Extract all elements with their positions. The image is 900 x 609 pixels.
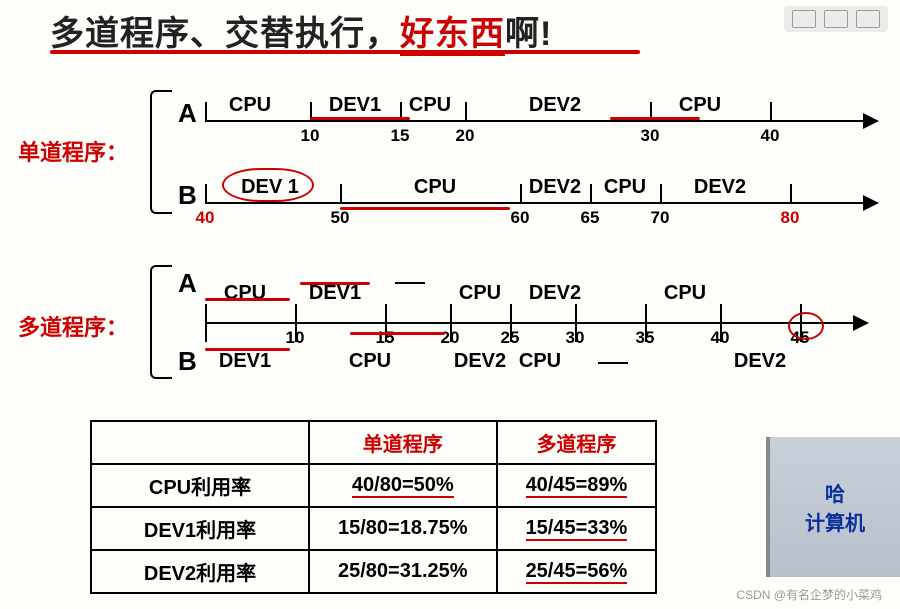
- title-p3: 啊!: [505, 15, 552, 53]
- label-single: 单道程序：: [18, 135, 128, 167]
- red-mark: [310, 117, 410, 120]
- red-circle-dev1: [222, 168, 314, 202]
- cell: 15/45=33%: [497, 507, 657, 550]
- photo-line1: 哈: [825, 478, 845, 507]
- row-label: DEV1利用率: [91, 507, 309, 550]
- photo-line2: 计算机: [805, 507, 865, 536]
- timeline-single-A: 1015203040CPUDEV1CPUDEV2CPU: [205, 120, 865, 122]
- tool-icon[interactable]: [792, 10, 816, 28]
- col-multi: 多道程序: [497, 421, 657, 464]
- cell: 25/45=56%: [497, 550, 657, 593]
- cell: 15/80=18.75%: [309, 507, 497, 550]
- timeline-multi: 1015202530354045CPUDEV1CPUDEV2CPUDEV1CPU…: [205, 322, 855, 324]
- row-label: DEV2利用率: [91, 550, 309, 593]
- brace-multi: [150, 265, 172, 379]
- row-B: B: [178, 180, 197, 211]
- red-arrow: [205, 298, 290, 301]
- red-circle-45: [788, 312, 824, 340]
- page-title: 多道程序、交替执行，好东西啊!: [50, 6, 552, 55]
- title-underline: [50, 50, 640, 54]
- cell: 25/80=31.25%: [309, 550, 497, 593]
- tool-icon[interactable]: [824, 10, 848, 28]
- cell: 40/45=89%: [497, 464, 657, 507]
- watermark: CSDN @有名企梦的小菜鸡: [736, 586, 882, 603]
- brace-single: [150, 90, 172, 214]
- col-single: 单道程序: [309, 421, 497, 464]
- table-row: DEV1利用率 15/80=18.75% 15/45=33%: [91, 507, 656, 550]
- timeline-single-B: 405060657080DEV 1CPUDEV2CPUDEV2: [205, 202, 865, 204]
- red-arrow: [205, 348, 290, 351]
- dash: [598, 362, 628, 364]
- red-arrow: [350, 332, 445, 335]
- red-arrow-line: [340, 207, 510, 210]
- table-row: CPU利用率 40/80=50% 40/45=89%: [91, 464, 656, 507]
- multi-A: A: [178, 268, 197, 299]
- toolbar: [784, 6, 888, 32]
- utilization-table: 单道程序 多道程序 CPU利用率 40/80=50% 40/45=89% DEV…: [90, 420, 657, 594]
- red-strike: [300, 282, 370, 285]
- table-row: DEV2利用率 25/80=31.25% 25/45=56%: [91, 550, 656, 593]
- embedded-photo: 哈 计算机: [766, 437, 900, 577]
- multi-B: B: [178, 346, 197, 377]
- row-label: CPU利用率: [91, 464, 309, 507]
- table-blank: [91, 421, 309, 464]
- cell: 40/80=50%: [309, 464, 497, 507]
- row-A: A: [178, 98, 197, 129]
- dash: [395, 282, 425, 284]
- title-p1: 多道程序、交替执行，: [50, 15, 400, 53]
- label-multi: 多道程序：: [18, 310, 128, 342]
- tool-icon[interactable]: [856, 10, 880, 28]
- red-mark: [610, 117, 700, 120]
